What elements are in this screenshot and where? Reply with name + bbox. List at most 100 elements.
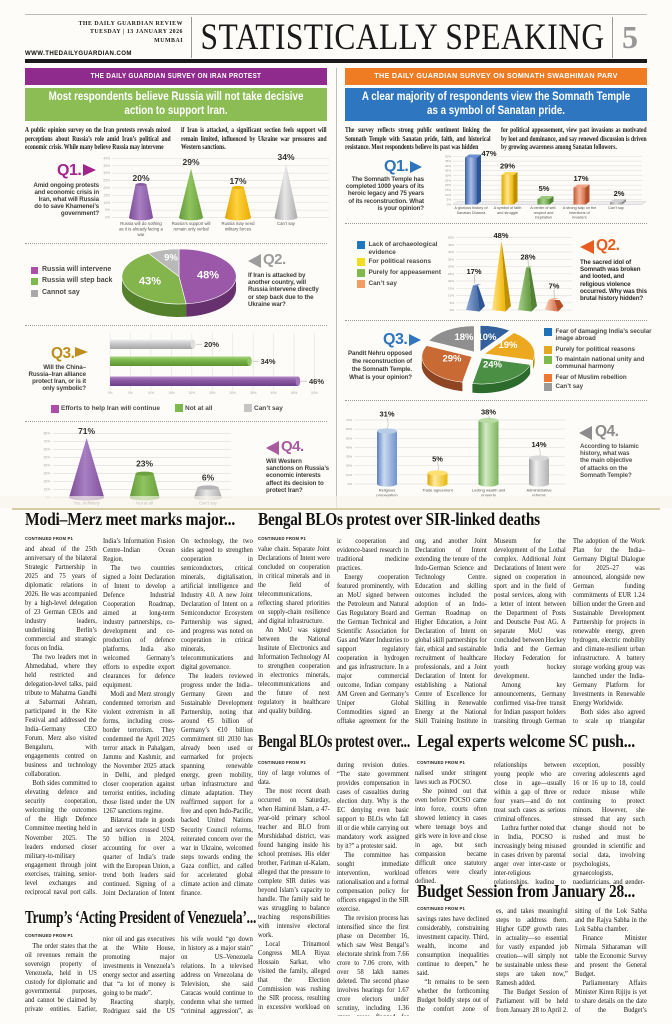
- svg-text:respect and: respect and: [534, 211, 554, 215]
- svg-text:Looting wealth and: Looting wealth and: [472, 488, 506, 493]
- svg-text:40%: 40%: [346, 445, 352, 449]
- svg-text:Russia’s support will: Russia’s support will: [172, 221, 211, 226]
- svg-text:remain only verbal: remain only verbal: [173, 227, 208, 232]
- svg-text:A center of self-: A center of self-: [530, 206, 557, 210]
- svg-text:35%: 35%: [250, 391, 257, 395]
- svg-text:Administrative: Administrative: [526, 488, 552, 493]
- svg-text:24%: 24%: [483, 360, 503, 371]
- svg-text:20%: 20%: [189, 391, 196, 395]
- svg-text:17%: 17%: [466, 267, 481, 276]
- svg-text:45%: 45%: [448, 243, 454, 247]
- svg-text:15%: 15%: [445, 188, 451, 192]
- svg-text:10%: 10%: [103, 201, 110, 205]
- svg-text:0%: 0%: [348, 482, 353, 486]
- svg-text:property: property: [481, 493, 496, 498]
- svg-text:25%: 25%: [448, 272, 454, 276]
- svg-text:40%: 40%: [103, 156, 110, 160]
- svg-text:10%: 10%: [148, 391, 155, 395]
- svg-text:14%: 14%: [531, 440, 546, 449]
- svg-text:9%: 9%: [164, 253, 178, 264]
- svg-text:5%: 5%: [539, 184, 550, 193]
- svg-text:15%: 15%: [168, 391, 175, 395]
- svg-text:10%: 10%: [44, 488, 51, 492]
- svg-text:Russia may send: Russia may send: [222, 221, 256, 226]
- svg-text:30%: 30%: [448, 265, 454, 269]
- svg-text:29%: 29%: [442, 354, 462, 365]
- svg-text:20%: 20%: [445, 183, 451, 187]
- svg-text:17%: 17%: [573, 174, 588, 183]
- svg-text:40%: 40%: [44, 464, 51, 468]
- svg-text:70%: 70%: [346, 418, 352, 422]
- svg-text:38%: 38%: [481, 408, 496, 417]
- svg-text:inspiration: inspiration: [535, 216, 552, 220]
- svg-text:40%: 40%: [448, 250, 454, 254]
- svg-text:10%: 10%: [346, 473, 352, 477]
- svg-text:60%: 60%: [44, 448, 51, 452]
- svg-text:0%: 0%: [105, 216, 110, 220]
- svg-text:20%: 20%: [44, 480, 51, 484]
- svg-text:Religious: Religious: [379, 488, 395, 493]
- svg-text:A glorious history of: A glorious history of: [454, 206, 488, 210]
- svg-text:50%: 50%: [448, 236, 454, 240]
- svg-text:30%: 30%: [103, 171, 110, 175]
- svg-text:6%: 6%: [202, 473, 215, 483]
- svg-text:propagation: propagation: [376, 493, 397, 498]
- svg-text:5%: 5%: [450, 301, 455, 305]
- svg-text:20%: 20%: [346, 464, 352, 468]
- svg-text:5%: 5%: [105, 208, 110, 212]
- svg-text:28%: 28%: [520, 253, 535, 262]
- svg-text:25%: 25%: [103, 179, 110, 183]
- svg-text:35%: 35%: [448, 257, 454, 261]
- svg-text:50%: 50%: [445, 154, 451, 158]
- svg-text:43%: 43%: [139, 276, 161, 288]
- svg-text:Can’t say: Can’t say: [277, 221, 296, 226]
- svg-text:0%: 0%: [450, 308, 455, 312]
- svg-text:34%: 34%: [261, 357, 276, 366]
- svg-text:A strong slap on the: A strong slap on the: [563, 206, 597, 210]
- svg-text:30%: 30%: [346, 455, 352, 459]
- svg-text:military forces: military forces: [225, 227, 252, 232]
- svg-text:18%: 18%: [454, 332, 474, 343]
- svg-text:25%: 25%: [209, 391, 216, 395]
- svg-text:war: war: [138, 232, 145, 237]
- svg-text:Can’t say: Can’t say: [608, 206, 624, 210]
- svg-text:47%: 47%: [481, 150, 496, 158]
- svg-text:29%: 29%: [500, 162, 515, 171]
- svg-text:46%: 46%: [309, 377, 324, 386]
- svg-text:30%: 30%: [44, 472, 51, 476]
- svg-text:19%: 19%: [498, 340, 518, 351]
- svg-text:Sanatan Dharma: Sanatan Dharma: [457, 211, 487, 215]
- svg-text:Russia will do nothing: Russia will do nothing: [120, 221, 162, 226]
- svg-text:20%: 20%: [132, 173, 149, 183]
- svg-text:50%: 50%: [44, 456, 51, 460]
- svg-text:30%: 30%: [445, 174, 451, 178]
- svg-text:reforms: reforms: [532, 493, 546, 498]
- svg-text:70%: 70%: [44, 440, 51, 444]
- svg-text:20%: 20%: [204, 340, 219, 349]
- svg-text:40%: 40%: [270, 391, 277, 395]
- svg-text:45%: 45%: [291, 391, 298, 395]
- svg-text:15%: 15%: [448, 286, 454, 290]
- svg-text:71%: 71%: [78, 426, 95, 436]
- svg-text:invaders: invaders: [572, 216, 586, 220]
- svg-text:intentions of: intentions of: [569, 211, 590, 215]
- svg-text:and struggle: and struggle: [497, 211, 518, 215]
- svg-text:5%: 5%: [128, 391, 133, 395]
- svg-text:10%: 10%: [445, 193, 451, 197]
- svg-text:35%: 35%: [445, 169, 451, 173]
- svg-text:Trade agreement: Trade agreement: [422, 488, 453, 493]
- svg-text:60%: 60%: [346, 427, 352, 431]
- svg-text:80%: 80%: [44, 432, 51, 436]
- svg-text:35%: 35%: [103, 164, 110, 168]
- svg-text:0%: 0%: [108, 391, 113, 395]
- svg-text:2%: 2%: [614, 189, 625, 198]
- svg-text:30%: 30%: [230, 391, 237, 395]
- svg-text:5%: 5%: [447, 198, 452, 202]
- svg-text:5%: 5%: [432, 455, 443, 464]
- svg-text:20%: 20%: [103, 186, 110, 190]
- svg-text:48%: 48%: [197, 270, 219, 282]
- svg-text:A symbol of faith: A symbol of faith: [494, 206, 522, 210]
- svg-text:17%: 17%: [229, 176, 246, 186]
- svg-text:as it is already facing a: as it is already facing a: [119, 227, 163, 232]
- svg-text:15%: 15%: [103, 193, 110, 197]
